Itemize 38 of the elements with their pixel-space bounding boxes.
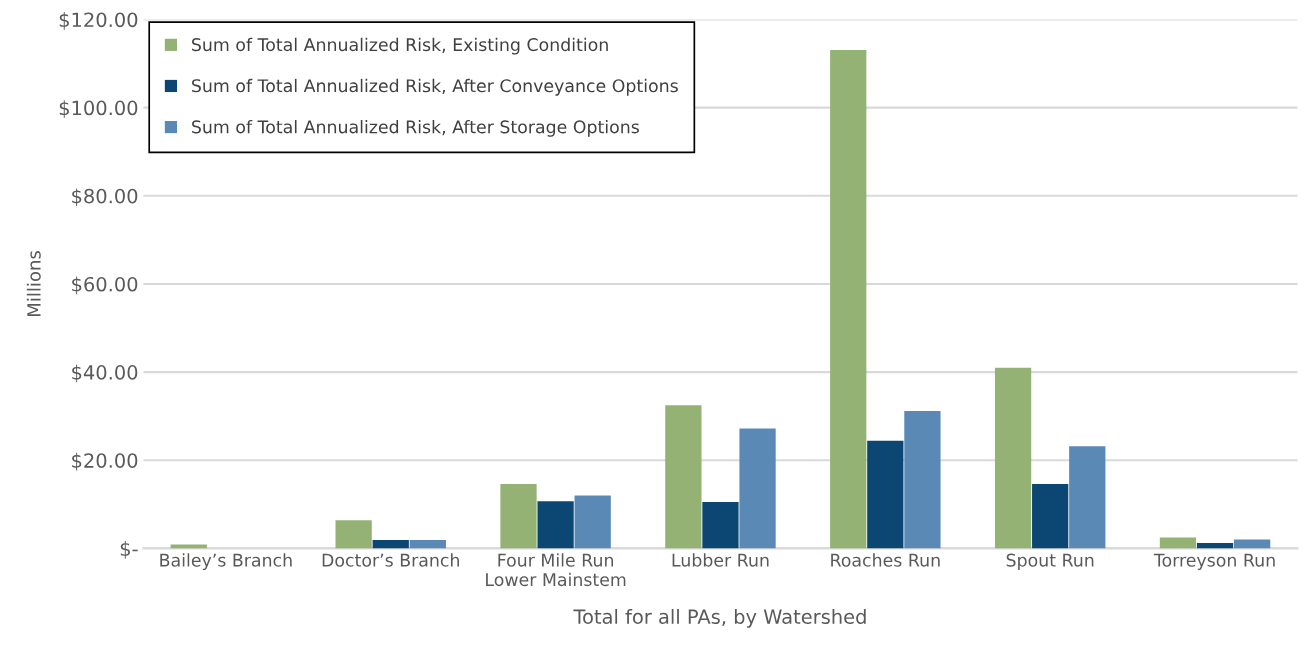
bar — [665, 405, 702, 549]
bar — [702, 502, 739, 549]
y-tick-label: $100.00 — [59, 100, 138, 118]
bar — [1032, 484, 1069, 549]
bar — [574, 495, 611, 549]
y-axis-title: Millions — [26, 251, 41, 316]
bar — [372, 540, 409, 549]
x-tick-label: Spout Run — [1006, 553, 1094, 571]
x-tick-label: Doctor’s Branch — [322, 553, 459, 567]
y-tick-label: $40.00 — [72, 364, 138, 383]
bar — [904, 410, 941, 549]
x-axis-title: Total for all PAs, by Watershed — [573, 608, 866, 628]
y-tick-label: $- — [120, 541, 138, 559]
x-tick-label: Roaches Run — [831, 553, 940, 567]
legend-label: Sum of Total Annualized Risk, Existing Condition — [192, 37, 608, 55]
bar — [1234, 539, 1271, 549]
legend-label: Sum of Total Annualized Risk, After Conveyance Options — [192, 78, 678, 96]
x-tick-label: Lubber Run — [672, 553, 769, 567]
bar — [500, 484, 537, 549]
y-tick-label: $120.00 — [59, 12, 138, 30]
bar — [994, 367, 1032, 549]
bar — [537, 501, 574, 549]
y-tick-label: $80.00 — [72, 188, 138, 207]
bar — [170, 544, 207, 549]
y-tick-label: $20.00 — [72, 452, 138, 471]
x-tick-label: Bailey’s Branch — [160, 553, 292, 571]
bar — [867, 440, 904, 549]
bar — [830, 49, 867, 549]
bar — [1159, 537, 1197, 549]
x-tick-label: Torreyson Run — [1153, 553, 1275, 571]
bar — [739, 428, 776, 549]
bar — [1196, 543, 1234, 549]
y-tick-label: $60.00 — [72, 276, 138, 295]
bar — [409, 540, 446, 549]
bar — [1069, 446, 1106, 549]
bar — [335, 520, 372, 549]
x-tick-label: Four Mile Run Lower Mainstem — [486, 553, 626, 587]
legend-label: Sum of Total Annualized Risk, After Storage Options — [192, 119, 639, 137]
